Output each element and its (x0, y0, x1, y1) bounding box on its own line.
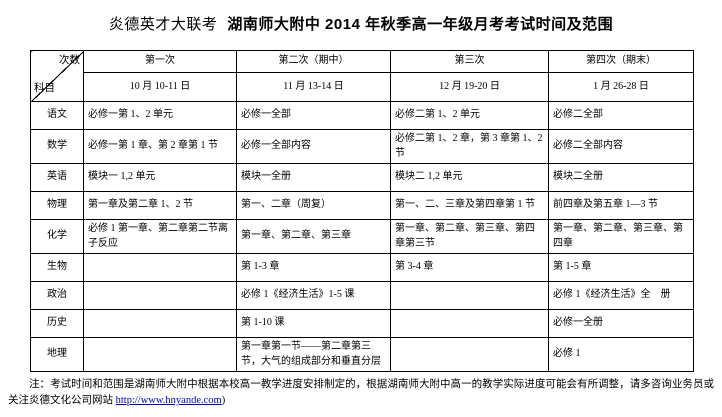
scope-cell: 第一章及第二章 1、2 节 (83, 191, 237, 220)
document-title: 炎德英才大联考 湖南师大附中 2014 年秋季高一年级月考考试时间及范围 (0, 0, 722, 34)
exam-date-1: 10 月 10-11 日 (83, 72, 237, 102)
scope-cell (83, 337, 237, 372)
table-row-politics: 政治 必修 1《经济生活》1-5 课 必修 1《经济生活》全 册 (30, 281, 694, 310)
corner-label-times: 次数 (59, 55, 80, 66)
scope-cell (83, 309, 237, 338)
scope-cell: 必修一第 1 章、第 2 章第 1 节 (83, 129, 237, 164)
subject-label: 物理 (30, 191, 84, 220)
website-link[interactable]: http://www.hnyande.com (115, 395, 222, 407)
exam-header-4: 第四次（期末） (548, 50, 694, 73)
exam-schedule-table: 次数 科目 第一次 第二次（期中） 第三次 第四次（期末） 10 月 10-11… (30, 50, 694, 372)
scope-cell: 第 1-5 章 (548, 253, 694, 282)
scope-cell: 必修二第 1、2 章，第 3 章第 1、2 节 (390, 129, 549, 164)
table-row-biology: 生物 第 1-3 章 第 3-4 章 第 1-5 章 (30, 253, 694, 282)
title-main: 湖南师大附中 2014 年秋季高一年级月考考试时间及范围 (227, 16, 614, 33)
scope-cell (390, 281, 549, 310)
exam-date-2: 11 月 13-14 日 (236, 72, 391, 102)
scope-cell (390, 337, 549, 372)
table-row-math: 数学 必修一第 1 章、第 2 章第 1 节 必修一全部内容 必修二第 1、2 … (30, 129, 694, 164)
subject-label: 数学 (30, 129, 84, 164)
scope-cell: 必修一第 1、2 单元 (83, 101, 237, 130)
footnote-text: 注：考试时间和范围是湖南师大附中根据本校高一教学进度安排制定的，根据湖南师大附中… (8, 379, 714, 407)
scope-cell: 必修一全部内容 (236, 129, 391, 164)
scope-cell: 必修 1《经济生活》全 册 (548, 281, 694, 310)
subject-label: 英语 (30, 163, 84, 192)
subject-label: 地理 (30, 337, 84, 372)
exam-date-3: 12 月 19-20 日 (390, 72, 549, 102)
header-row-dates: 10 月 10-11 日 11 月 13-14 日 12 月 19-20 日 1… (31, 72, 694, 102)
table-row-chemistry: 化学 必修 1 第一章、第二章第二节离子反应 第一章、第二章、第三章 第一章、第… (30, 219, 694, 254)
table-row-history: 历史 第 1-10 课 必修一全册 (30, 309, 694, 338)
exam-header-3: 第三次 (390, 50, 549, 73)
scope-cell: 第一、二、三章及第四章第 1 节 (390, 191, 549, 220)
scope-cell: 必修二第 1、2 单元 (390, 101, 549, 130)
footnote-closing-paren: ) (221, 395, 226, 407)
scope-cell: 必修 1《经济生活》1-5 课 (236, 281, 391, 310)
scope-cell: 必修二全部内容 (548, 129, 694, 164)
scope-cell: 必修二全部 (548, 101, 694, 130)
exam-header-1: 第一次 (83, 50, 237, 73)
table-row-physics: 物理 第一章及第二章 1、2 节 第一、二章（周复） 第一、二、三章及第四章第 … (30, 191, 694, 220)
scope-cell: 必修一全册 (548, 309, 694, 338)
table-row-geography: 地理 第一章第一节——第二章第三节，大气的组成部分和垂直分层 必修 1 (30, 337, 694, 372)
scope-cell: 必修 1 第一章、第二章第二节离子反应 (83, 219, 237, 254)
subject-label: 语文 (30, 101, 84, 130)
exam-header-2: 第二次（期中） (236, 50, 391, 73)
table-row-chinese: 语文 必修一第 1、2 单元 必修一全部 必修二第 1、2 单元 必修二全部 (30, 101, 694, 130)
scope-cell (83, 253, 237, 282)
scope-cell: 第一、二章（周复） (236, 191, 391, 220)
scope-cell (390, 309, 549, 338)
exam-date-4: 1 月 26-28 日 (548, 72, 694, 102)
scope-cell: 模块一 1,2 单元 (83, 163, 237, 192)
corner-label-subject: 科目 (34, 82, 55, 94)
corner-header-cell: 次数 科目 (30, 50, 84, 102)
subject-label: 政治 (30, 281, 84, 310)
subject-label: 化学 (30, 219, 84, 254)
scope-cell: 第 1-10 课 (236, 309, 391, 338)
scope-cell: 第一章、第二章、第三章、第四章第三节 (390, 219, 549, 254)
subject-label: 历史 (30, 309, 84, 338)
scope-cell: 第 3-4 章 (390, 253, 549, 282)
header-row-exams: 次数 科目 第一次 第二次（期中） 第三次 第四次（期末） (30, 50, 694, 102)
scope-cell: 模块一全册 (236, 163, 391, 192)
scope-cell: 必修 1 (548, 337, 694, 372)
scope-cell: 第一章、第二章、第三章、第四章 (548, 219, 694, 254)
footnote: 注：考试时间和范围是湖南师大附中根据本校高一教学进度安排制定的，根据湖南师大附中… (8, 377, 714, 410)
scope-cell: 第 1-3 章 (236, 253, 391, 282)
scope-cell: 第一章第一节——第二章第三节，大气的组成部分和垂直分层 (236, 337, 391, 372)
scope-cell (83, 281, 237, 310)
scope-cell: 必修一全部 (236, 101, 391, 130)
table-row-english: 英语 模块一 1,2 单元 模块一全册 模块二 1,2 单元 模块二全册 (30, 163, 694, 192)
scope-cell: 前四章及第五章 1—3 节 (548, 191, 694, 220)
scope-cell: 模块二 1,2 单元 (390, 163, 549, 192)
title-brand: 炎德英才大联考 (108, 17, 218, 33)
scope-cell: 第一章、第二章、第三章 (236, 219, 391, 254)
subject-label: 生物 (30, 253, 84, 282)
scope-cell: 模块二全册 (548, 163, 694, 192)
